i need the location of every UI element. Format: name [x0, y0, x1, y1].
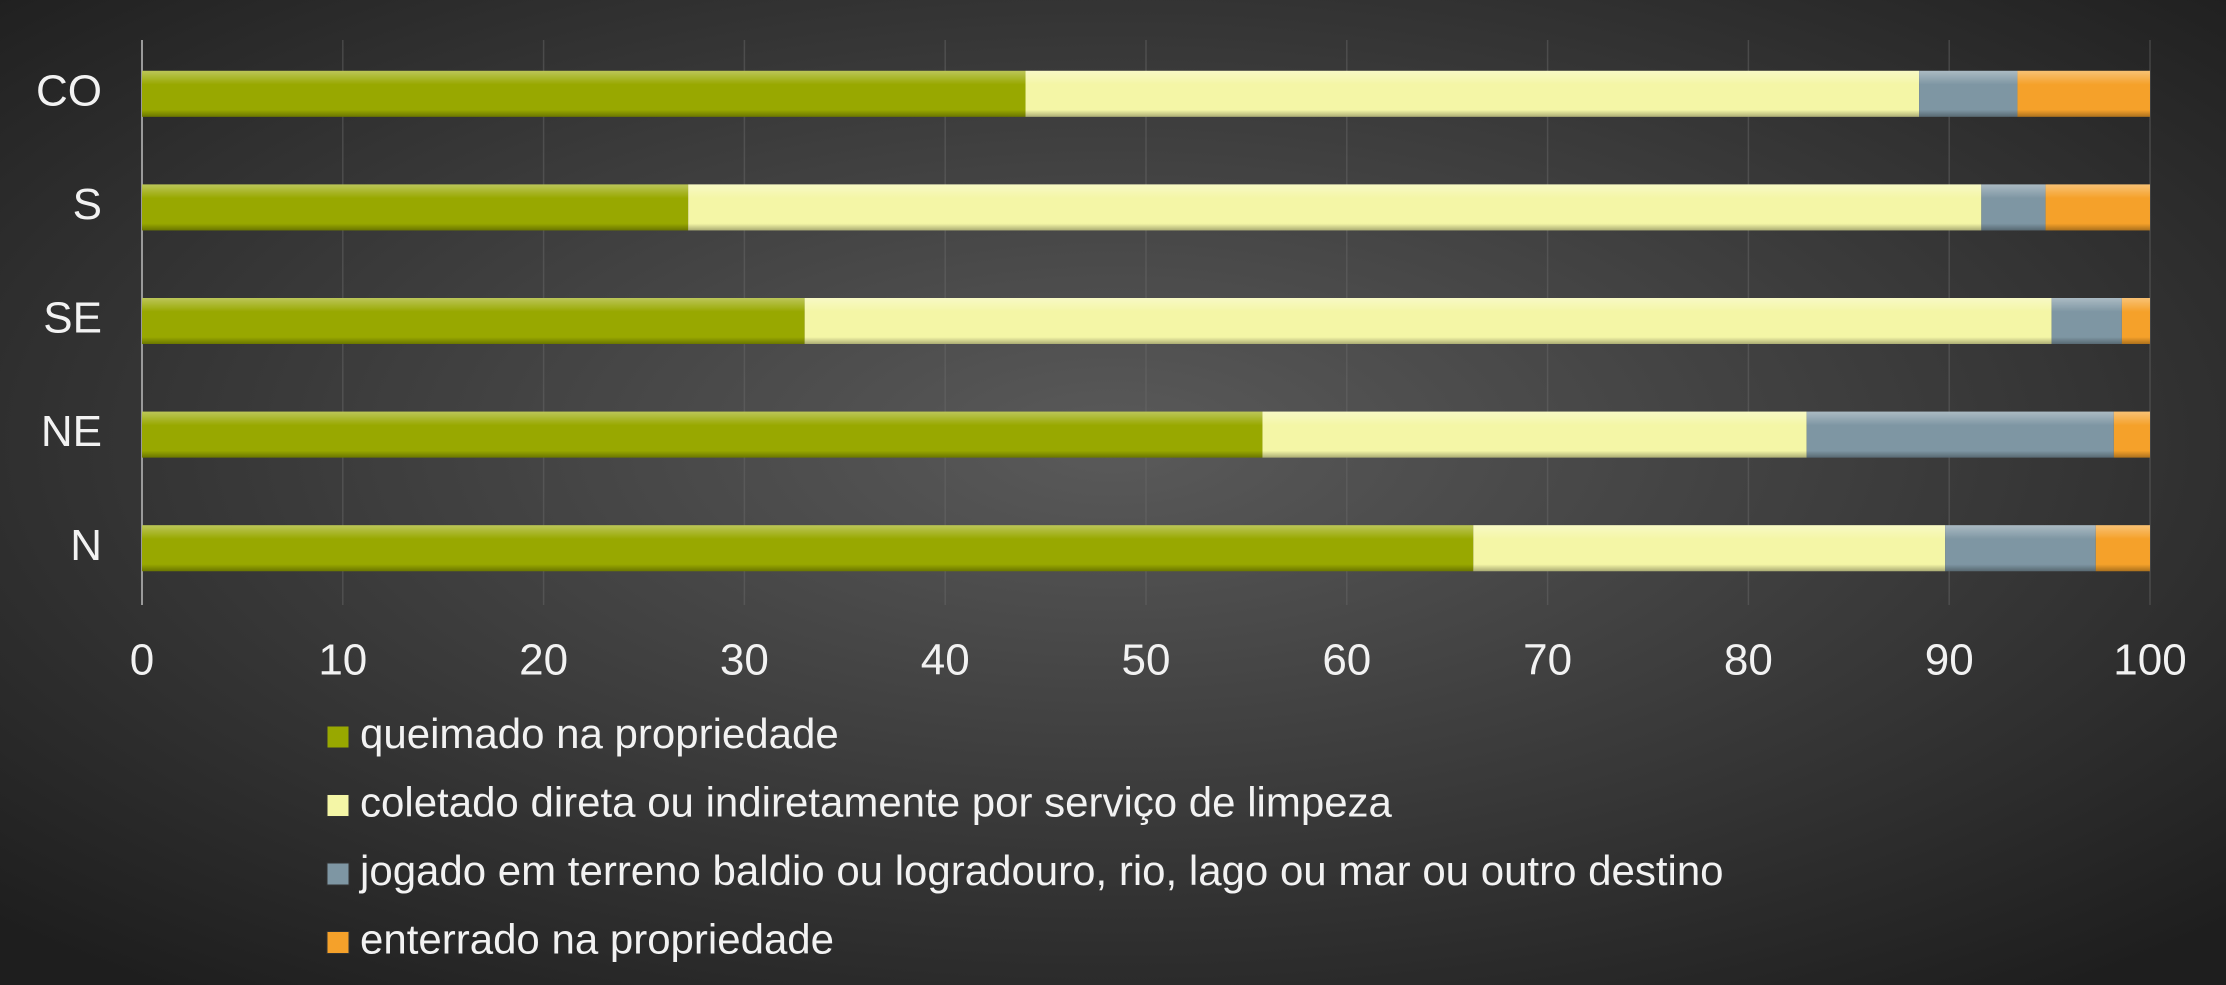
legend-swatch	[326, 931, 350, 954]
legend-label: enterrado na propriedade	[360, 916, 834, 963]
x-tick-label: 80	[1724, 636, 1773, 685]
bar-shine	[1981, 184, 2046, 231]
x-tick-label: 90	[1925, 636, 1974, 685]
bar-shine	[2121, 298, 2150, 344]
bar-shine	[142, 411, 1263, 458]
x-tick-label: 0	[130, 636, 154, 685]
bar-shine	[2051, 298, 2122, 344]
bar-shine	[1473, 525, 1946, 572]
legend-swatch	[326, 725, 350, 749]
bar-shine	[142, 525, 1474, 572]
y-tick-label: NE	[41, 407, 102, 456]
legend-swatch	[326, 862, 350, 886]
bar-shine	[1262, 411, 1807, 458]
y-tick-label: N	[70, 521, 102, 570]
bar-shine	[804, 298, 2052, 344]
bar-shine	[2017, 70, 2150, 117]
x-tick-label: 10	[318, 636, 367, 685]
bar-shine	[2113, 411, 2150, 458]
x-tick-label: 50	[1122, 636, 1171, 685]
x-tick-label: 30	[720, 636, 769, 685]
bar-shine	[2095, 525, 2150, 572]
bar-shine	[1945, 525, 2096, 572]
x-tick-label: 70	[1523, 636, 1572, 685]
bar-shine	[142, 184, 689, 231]
bar-shine	[1806, 411, 2114, 458]
legend-label: coletado direta ou indiretamente por ser…	[360, 779, 1393, 826]
y-tick-label: CO	[36, 66, 102, 115]
legend-swatch	[326, 794, 350, 817]
legend-label: jogado em terreno baldio ou logradouro, …	[358, 847, 1724, 894]
bar-shine	[142, 70, 1026, 117]
x-tick-label: 60	[1322, 636, 1371, 685]
y-tick-label: SE	[43, 294, 102, 343]
x-tick-label: 40	[921, 636, 970, 685]
bar-shine	[1919, 70, 2018, 117]
bar-shine	[688, 184, 1982, 231]
legend-label: queimado na propriedade	[360, 710, 839, 757]
x-tick-label: 100	[2113, 636, 2186, 685]
bar-shine	[1025, 70, 1920, 117]
bar-shine	[2045, 184, 2150, 231]
x-tick-label: 20	[519, 636, 568, 685]
bar-shine	[142, 298, 805, 344]
y-tick-label: S	[73, 180, 102, 229]
